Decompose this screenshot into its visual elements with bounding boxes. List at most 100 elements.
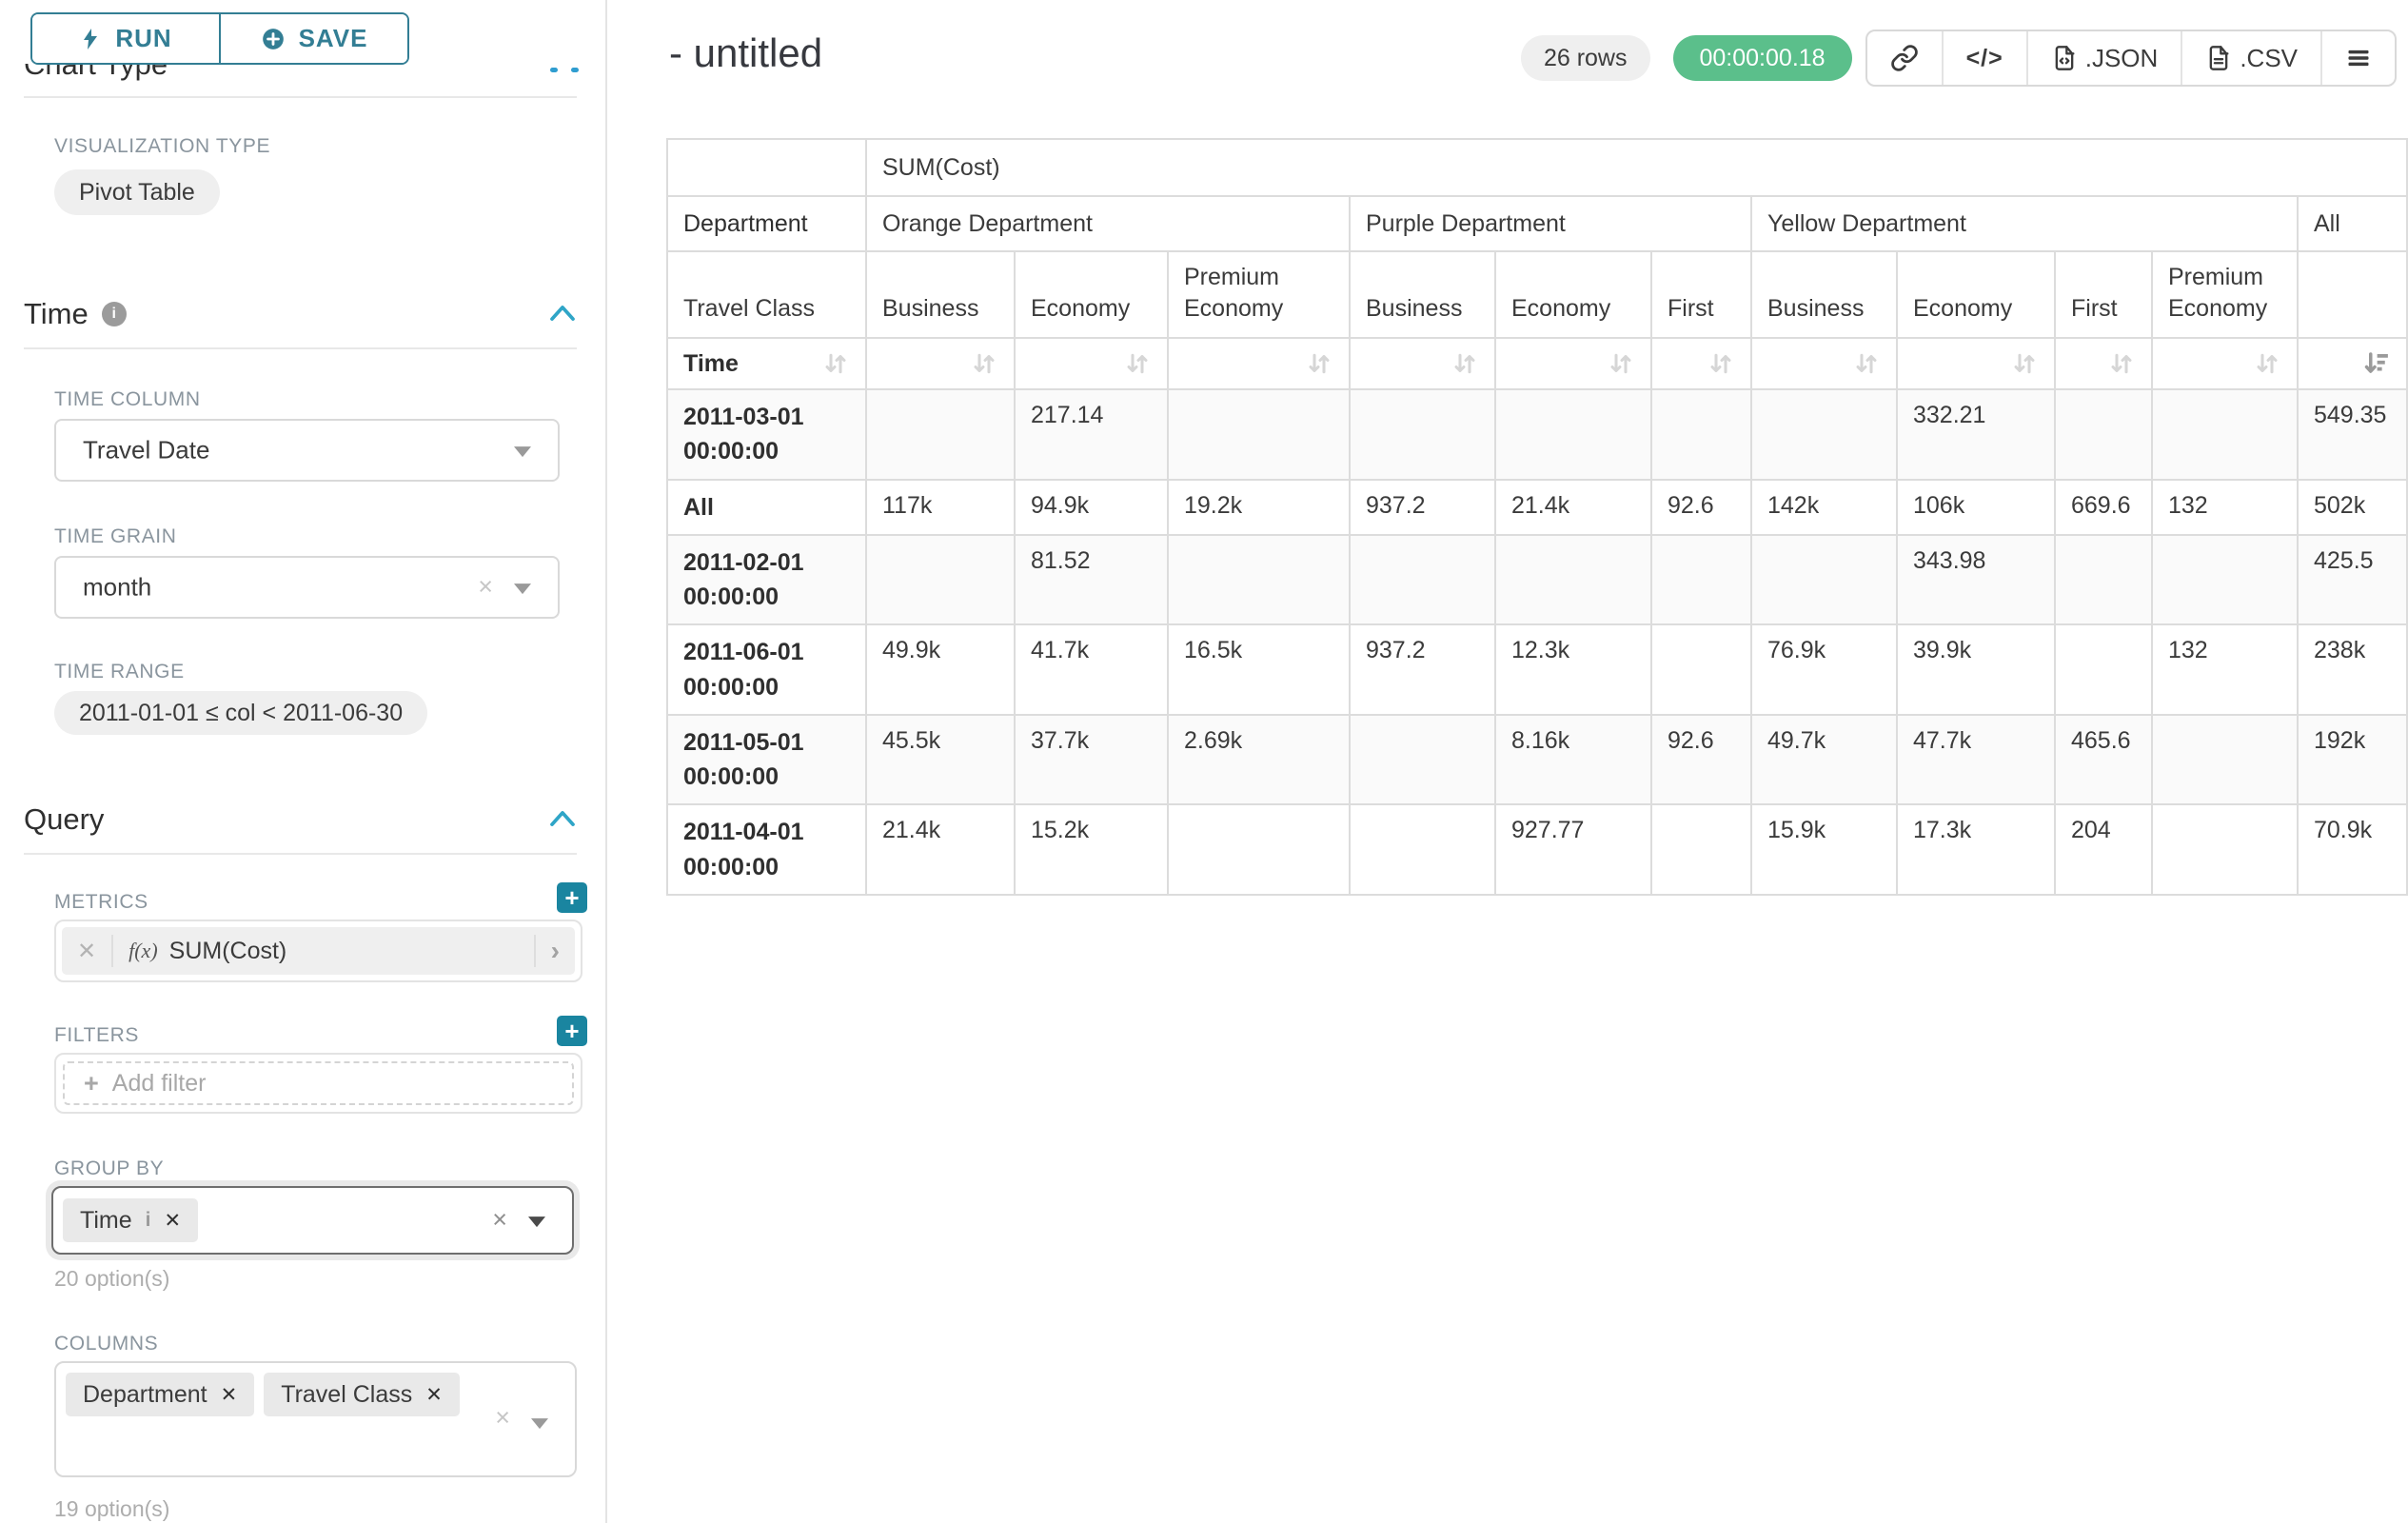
copy-link-button[interactable] [1867,31,1942,85]
cell [1349,388,1496,481]
sort-icon[interactable] [1607,349,1635,378]
remove-icon[interactable]: ✕ [164,1209,182,1232]
columns-tag-travel-class[interactable]: Travel Class ✕ [264,1373,460,1416]
sort-cell[interactable] [1896,337,2056,390]
sort-icon[interactable] [1852,349,1881,378]
time-sort-cell[interactable]: Time [666,337,867,390]
cell: 502k [2297,478,2408,536]
chevron-down-icon[interactable] [528,1216,545,1228]
sort-icon[interactable] [2253,349,2281,378]
group-header: Yellow Department [1750,195,2299,252]
sort-cell[interactable] [865,337,1016,390]
chevron-up-icon[interactable] [548,808,577,829]
sort-descending-icon[interactable] [2362,349,2391,378]
menu-button[interactable] [2320,31,2395,85]
chevron-down-icon[interactable] [531,1418,548,1430]
sort-cell[interactable] [1750,337,1898,390]
chart-title[interactable]: - untitled [669,30,823,75]
tag-label: Travel Class [281,1380,413,1408]
visualization-type-value: Pivot Table [79,178,195,206]
chevron-down-icon[interactable] [514,583,531,595]
sort-cell[interactable] [2151,337,2299,390]
remove-metric-icon[interactable]: ✕ [77,938,97,964]
cell: 81.52 [1014,533,1169,626]
clear-icon[interactable]: × [478,571,493,601]
sort-cell[interactable] [2054,337,2153,390]
save-button[interactable]: SAVE [219,14,407,63]
add-metric-button[interactable]: + [557,882,587,913]
time-range-pill[interactable]: 2011-01-01 ≤ col < 2011-06-30 [54,691,428,735]
sort-icon[interactable] [2010,349,2039,378]
cell [1650,623,1752,716]
group-header: Orange Department [865,195,1351,252]
class-header: First [1650,250,1752,339]
cell: 142k [1750,478,1898,536]
cell: 238k [2297,623,2408,716]
cell: 37.7k [1014,713,1169,806]
sort-icon[interactable] [1451,349,1479,378]
sort-icon[interactable] [1707,349,1735,378]
sort-cell[interactable] [1167,337,1351,390]
export-csv-button[interactable]: .CSV [2181,31,2320,85]
group-by-select[interactable]: Time i ✕ × [51,1186,574,1255]
cell [1750,533,1898,626]
info-icon: i [145,1209,151,1231]
export-json-button[interactable]: .JSON [2025,31,2181,85]
remove-icon[interactable]: ✕ [425,1383,443,1406]
sort-icon[interactable] [1123,349,1152,378]
cell [2151,388,2299,481]
clear-icon[interactable]: × [495,1402,510,1432]
remove-icon[interactable]: ✕ [220,1383,238,1406]
sort-cell[interactable] [1494,337,1652,390]
time-section-header[interactable]: Time i [24,297,127,331]
clipped-chevron-dot [550,68,558,72]
sort-cell[interactable] [1014,337,1169,390]
chevron-right-icon[interactable]: › [550,936,560,965]
cell [1167,533,1351,626]
time-grain-select[interactable]: month × [54,556,560,619]
sort-icon[interactable] [1305,349,1333,378]
sort-cell[interactable] [1349,337,1496,390]
add-filter-plus-button[interactable]: + [557,1016,587,1046]
group-by-label: GROUP BY [54,1157,165,1179]
cell [1167,803,1351,896]
clear-icon[interactable]: × [492,1204,507,1234]
columns-tag-department[interactable]: Department ✕ [66,1373,255,1416]
cell: 92.6 [1650,713,1752,806]
cell: 76.9k [1750,623,1898,716]
class-header: Premium Economy [1167,250,1351,339]
chevron-down-icon[interactable] [514,446,531,458]
metrics-label: METRICS [54,891,148,913]
tag-label: Time [80,1206,132,1234]
columns-select[interactable]: Department ✕ Travel Class ✕ × [54,1361,577,1477]
run-save-button-group: RUN SAVE [30,12,409,65]
embed-code-button[interactable]: </> [1941,31,2026,85]
add-filter-label: Add filter [111,1069,207,1097]
divider [111,935,114,967]
group-by-tag-time[interactable]: Time i ✕ [63,1198,199,1242]
chart-header-actions: 26 rows 00:00:00.18 </> .J [1520,30,2397,87]
run-button[interactable]: RUN [32,14,219,63]
class-header [2297,250,2408,339]
add-filter-button[interactable]: + Add filter [63,1061,574,1105]
sort-icon[interactable] [821,349,850,378]
time-range-value: 2011-01-01 ≤ col < 2011-06-30 [79,699,404,726]
sort-icon[interactable] [970,349,998,378]
chevron-up-icon[interactable] [548,303,577,324]
hamburger-icon [2348,49,2369,67]
row-label: 2011-04-01 00:00:00 [666,803,867,896]
sort-cell-active[interactable] [2297,337,2408,390]
query-section-header[interactable]: Query [24,802,104,837]
metric-pill[interactable]: ✕ f(x) SUM(Cost) › [62,927,575,975]
sort-icon[interactable] [2107,349,2136,378]
time-column-select[interactable]: Travel Date [54,419,560,482]
class-header: Economy [1494,250,1652,339]
pivot-table: SUM(Cost) Department Orange Department P… [666,138,2408,896]
cell [1167,388,1351,481]
cell [1494,533,1652,626]
time-grain-value: month [83,572,152,602]
corner-cell [666,138,867,197]
sort-cell[interactable] [1650,337,1752,390]
visualization-type-pill[interactable]: Pivot Table [54,169,220,215]
file-code-icon [2055,46,2075,70]
